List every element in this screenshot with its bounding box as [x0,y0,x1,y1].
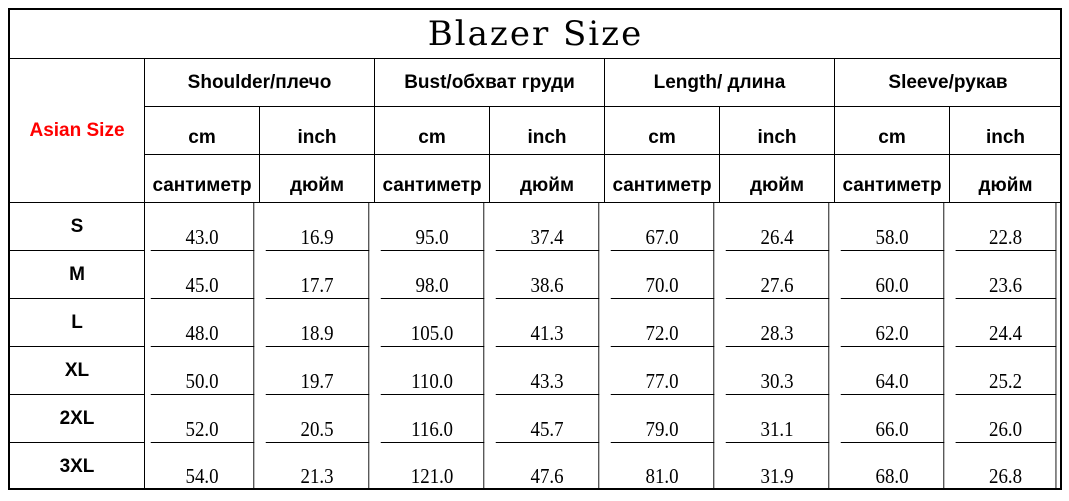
measurement-cell: 17.7 [265,251,370,299]
size-label: L [10,299,145,347]
measurement-cell: 54.0 [150,443,255,490]
measurement-cell: 52.0 [150,395,255,443]
size-label: 3XL [10,443,145,490]
measurement-cell: 81.0 [610,443,715,490]
measurement-cell: 16.9 [265,203,370,251]
measurement-cell: 41.3 [495,299,600,347]
measurement-cell: 20.5 [265,395,370,443]
measurement-cell: 27.6 [725,251,830,299]
measurement-cell: 72.0 [610,299,715,347]
measurement-cell: 58.0 [840,203,945,251]
size-label: S [10,203,145,251]
measurement-cell: 21.3 [265,443,370,490]
measurement-cell: 31.9 [725,443,830,490]
measurement-cell: 121.0 [380,443,485,490]
unit-header-ru: сантиметр [835,155,950,203]
measurement-cell: 26.0 [955,395,1057,443]
measurement-cell: 68.0 [840,443,945,490]
unit-header: cm [145,107,260,155]
measurement-cell: 22.8 [955,203,1057,251]
measurement-cell: 43.3 [495,347,600,395]
measurement-cell: 116.0 [380,395,485,443]
measurement-cell: 37.4 [495,203,600,251]
measurement-cell: 18.9 [265,299,370,347]
unit-header: cm [835,107,950,155]
size-label: 2XL [10,395,145,443]
measurement-cell: 19.7 [265,347,370,395]
measurement-cell: 45.0 [150,251,255,299]
unit-header: inch [260,107,375,155]
table-title: Blazer Size [10,10,1062,59]
measurement-cell: 31.1 [725,395,830,443]
unit-header: cm [605,107,720,155]
measurement-cell: 64.0 [840,347,945,395]
measurement-cell: 48.0 [150,299,255,347]
measurement-cell: 67.0 [610,203,715,251]
unit-header: inch [950,107,1062,155]
measurement-cell: 95.0 [380,203,485,251]
unit-header-ru: дюйм [260,155,375,203]
unit-header: inch [720,107,835,155]
unit-header: inch [490,107,605,155]
measurement-cell: 105.0 [380,299,485,347]
unit-header-ru: дюйм [490,155,605,203]
measurement-cell: 26.8 [955,443,1057,490]
measurement-cell: 98.0 [380,251,485,299]
measurement-cell: 50.0 [150,347,255,395]
measurement-cell: 24.4 [955,299,1057,347]
unit-header-ru: сантиметр [375,155,490,203]
measurement-cell: 30.3 [725,347,830,395]
measurement-cell: 28.3 [725,299,830,347]
measure-header: Sleeve/рукав [835,59,1062,107]
measurement-cell: 70.0 [610,251,715,299]
measurement-cell: 60.0 [840,251,945,299]
size-label: M [10,251,145,299]
measurement-cell: 25.2 [955,347,1057,395]
measurement-cell: 79.0 [610,395,715,443]
measurement-cell: 110.0 [380,347,485,395]
measurement-cell: 77.0 [610,347,715,395]
measurement-cell: 38.6 [495,251,600,299]
measurement-cell: 66.0 [840,395,945,443]
measure-header: Shoulder/плечо [145,59,375,107]
measure-header: Length/ длина [605,59,835,107]
measurement-cell: 23.6 [955,251,1057,299]
unit-header-ru: сантиметр [145,155,260,203]
measurement-cell: 47.6 [495,443,600,490]
measurement-cell: 26.4 [725,203,830,251]
asian-size-header: Asian Size [10,59,145,203]
unit-header-ru: дюйм [720,155,835,203]
measurement-cell: 45.7 [495,395,600,443]
blazer-size-table: Blazer Size Asian Size Shoulder/плечо cm сан… [8,8,1062,490]
unit-header-ru: сантиметр [605,155,720,203]
measurement-cell: 43.0 [150,203,255,251]
measurement-cell: 62.0 [840,299,945,347]
measure-header: Bust/обхват груди [375,59,605,107]
unit-header: cm [375,107,490,155]
size-label: XL [10,347,145,395]
unit-header-ru: дюйм [950,155,1062,203]
